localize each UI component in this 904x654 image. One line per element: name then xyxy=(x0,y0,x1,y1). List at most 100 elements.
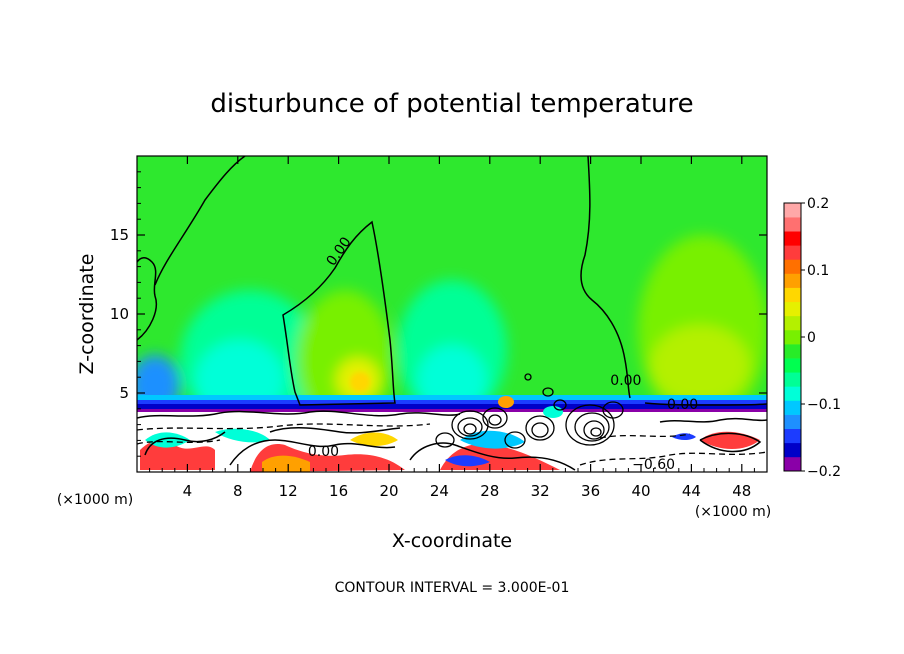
colorbar-tick-label-4: −0.2 xyxy=(807,464,841,480)
dashed-contour-2 xyxy=(137,439,221,445)
colorbar-swatch-1 xyxy=(784,442,801,458)
patch-cloud-orange xyxy=(498,396,514,408)
colorbar-tick-label-3: −0.1 xyxy=(807,397,841,413)
colorbar-swatch-14 xyxy=(784,259,801,274)
x-tick-label-6: 28 xyxy=(480,482,499,500)
colorbar-tick-label-2: 0 xyxy=(807,330,816,346)
cloud-ring-15 xyxy=(553,399,567,411)
patch-cloud-cyan xyxy=(543,406,563,418)
cloud-ring-16 xyxy=(504,431,526,449)
patch-right-blue xyxy=(672,433,696,440)
cloud-ring-3 xyxy=(463,423,477,435)
colorbar-swatch-18 xyxy=(784,203,801,218)
contour-left-3 xyxy=(269,427,401,434)
contour-mid-1 xyxy=(409,442,576,471)
x-tick-label-2: 12 xyxy=(279,482,298,500)
x-tick-label-3: 16 xyxy=(329,482,348,500)
y-tick-label-0: 5 xyxy=(119,384,129,402)
dashed-contour-1 xyxy=(137,423,431,431)
cloud-ring-13 xyxy=(542,387,554,397)
x-tick-label-5: 24 xyxy=(430,482,449,500)
patch-left-cool xyxy=(145,432,190,448)
contour-label-3: 0.00 xyxy=(308,444,339,460)
contour-label-1: 0.00 xyxy=(610,373,641,389)
plot-area xyxy=(137,156,767,472)
contour-left-1 xyxy=(144,431,226,456)
cloud-ring-12 xyxy=(602,401,624,419)
x-tick-label-9: 40 xyxy=(631,482,650,500)
inversion-band-cyan xyxy=(137,395,767,401)
contour-label-4: −0.60 xyxy=(632,457,675,473)
x-tick-label-0: 4 xyxy=(183,482,193,500)
contour-zero-left xyxy=(137,257,157,341)
colorbar-swatch-12 xyxy=(784,287,801,303)
patch-left-warm xyxy=(140,439,215,470)
x-tick-label-1: 8 xyxy=(233,482,243,500)
colorbar-tick-label-1: 0.1 xyxy=(807,263,829,279)
dashed-contours xyxy=(137,423,767,466)
cloud-ring-10 xyxy=(583,420,605,440)
colorbar-swatch-10 xyxy=(784,315,801,331)
x-tick-label-8: 36 xyxy=(581,482,600,500)
colorbar-swatch-5 xyxy=(784,386,801,401)
patch-mid-right-blue xyxy=(445,455,490,467)
patch-center-orange xyxy=(262,455,310,472)
cloud-ring-2 xyxy=(457,417,483,437)
field-blob-warm-right-core xyxy=(650,325,750,405)
cloud-ring-7 xyxy=(531,422,549,438)
colorbar-swatch-17 xyxy=(784,217,801,232)
cloud-ring-11 xyxy=(590,427,602,437)
colorbar-swatch-11 xyxy=(784,301,801,317)
dashed-contour-3 xyxy=(579,451,767,466)
colorbar-swatch-7 xyxy=(784,358,801,373)
contour-right-2 xyxy=(699,432,762,453)
x-tick-label-4: 20 xyxy=(379,482,398,500)
contour-zero-top xyxy=(154,156,246,286)
contour-lines xyxy=(137,156,767,471)
cloud-ring-9 xyxy=(574,412,610,442)
cloud-ring-4 xyxy=(482,407,508,429)
colorbar-swatch-15 xyxy=(784,245,801,260)
cloud-ring-17 xyxy=(435,432,455,448)
x-tick-label-11: 48 xyxy=(732,482,751,500)
colorbar-swatch-3 xyxy=(784,414,801,429)
cloud-contours xyxy=(435,373,624,449)
contour-zero-right-bottom xyxy=(644,402,767,406)
x-axis: 4 8 12 16 20 24 28 32 36 40 44 48 xyxy=(149,156,755,500)
contour-zero-right xyxy=(580,156,631,399)
x-axis-label: X-coordinate xyxy=(392,530,512,552)
cloud-ring-6 xyxy=(525,415,555,441)
contour-right-1 xyxy=(659,417,767,423)
colorbar-swatch-0 xyxy=(784,456,801,472)
x-axis-unit-left: (×1000 m) xyxy=(57,492,133,508)
colorbar-swatch-2 xyxy=(784,428,801,444)
contour-interval-note: CONTOUR INTERVAL = 3.000E-01 xyxy=(335,580,570,596)
inversion-band-dark xyxy=(137,404,767,410)
colorbar-swatch-16 xyxy=(784,231,801,246)
x-tick-label-7: 32 xyxy=(531,482,550,500)
colorbar-swatch-8 xyxy=(784,344,801,359)
colorbar-swatch-9 xyxy=(784,329,801,345)
cloud-ring-8 xyxy=(565,404,615,446)
patch-center-cyan xyxy=(215,428,270,443)
contour-zero-bubble xyxy=(282,220,396,406)
colorbar-swatch-13 xyxy=(784,273,801,288)
y-axis-label: Z-coordinate xyxy=(76,254,98,375)
x-tick-label-10: 44 xyxy=(682,482,701,500)
inversion-band-blue xyxy=(137,400,767,405)
x-axis-unit-right: (×1000 m) xyxy=(695,504,771,520)
y-tick-label-1: 10 xyxy=(110,305,129,323)
y-axis: 5 10 15 xyxy=(110,171,767,457)
contour-upper-band xyxy=(137,410,461,419)
patch-center-yellow xyxy=(350,432,398,446)
cloud-ring-5 xyxy=(488,414,502,426)
colorbar: 0.2 0.1 0 −0.1 −0.2 xyxy=(783,196,841,480)
contour-left-2 xyxy=(229,439,396,466)
field-hotspot-core xyxy=(350,372,370,392)
dashed-contour-4 xyxy=(599,433,691,439)
colorbar-tick-label-0: 0.2 xyxy=(807,196,829,212)
colorbar-swatch-4 xyxy=(784,400,801,415)
inversion-band-purple xyxy=(137,409,767,412)
y-tick-label-2: 15 xyxy=(110,226,129,244)
